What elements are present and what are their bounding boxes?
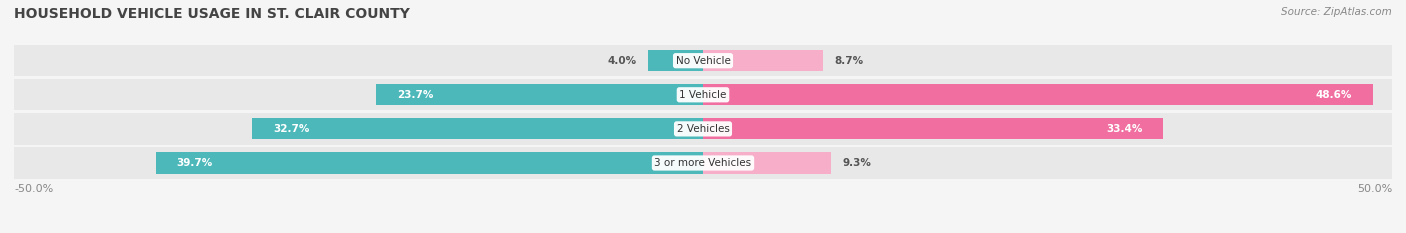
Text: 23.7%: 23.7%	[396, 90, 433, 100]
Text: 32.7%: 32.7%	[273, 124, 309, 134]
Text: 39.7%: 39.7%	[177, 158, 212, 168]
Bar	[377, 84, 703, 105]
Text: 33.4%: 33.4%	[1107, 124, 1143, 134]
Text: 1 Vehicle: 1 Vehicle	[679, 90, 727, 100]
Text: 50.0%: 50.0%	[1357, 184, 1392, 194]
Text: 8.7%: 8.7%	[834, 56, 863, 66]
Bar	[14, 113, 1392, 144]
Text: 3 or more Vehicles: 3 or more Vehicles	[654, 158, 752, 168]
Text: No Vehicle: No Vehicle	[675, 56, 731, 66]
Text: 4.0%: 4.0%	[607, 56, 637, 66]
Bar	[703, 50, 823, 71]
Bar	[156, 152, 703, 174]
Bar	[253, 118, 703, 140]
Text: -50.0%: -50.0%	[14, 184, 53, 194]
Bar	[703, 118, 1163, 140]
Bar	[703, 152, 831, 174]
Text: 2 Vehicles: 2 Vehicles	[676, 124, 730, 134]
Bar	[14, 79, 1392, 110]
Text: HOUSEHOLD VEHICLE USAGE IN ST. CLAIR COUNTY: HOUSEHOLD VEHICLE USAGE IN ST. CLAIR COU…	[14, 7, 411, 21]
Bar	[14, 147, 1392, 179]
Text: 9.3%: 9.3%	[842, 158, 872, 168]
Bar	[648, 50, 703, 71]
Legend: Owner-occupied, Renter-occupied: Owner-occupied, Renter-occupied	[582, 230, 824, 233]
Text: Source: ZipAtlas.com: Source: ZipAtlas.com	[1281, 7, 1392, 17]
Bar	[703, 84, 1372, 105]
Bar	[14, 45, 1392, 76]
Text: 48.6%: 48.6%	[1316, 90, 1353, 100]
